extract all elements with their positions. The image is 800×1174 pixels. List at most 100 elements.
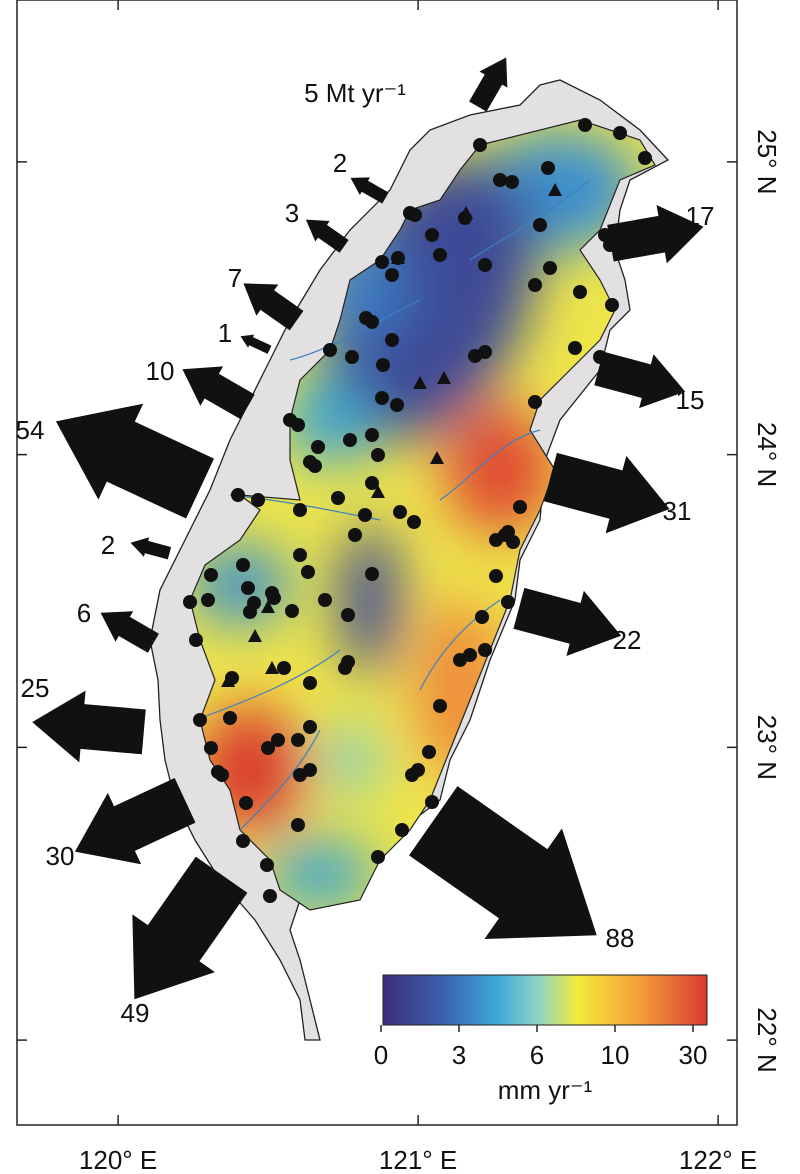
- flux-label: 6: [77, 598, 91, 628]
- station: [422, 745, 436, 759]
- colorbar-tick-label: 10: [601, 1040, 630, 1070]
- station: [183, 595, 197, 609]
- station: [528, 278, 542, 292]
- station: [239, 796, 253, 810]
- station: [568, 341, 582, 355]
- station: [543, 261, 557, 275]
- station: [271, 733, 285, 747]
- station-triangle: [265, 661, 279, 674]
- river: [289, 299, 421, 361]
- flux-label: 7: [228, 263, 242, 293]
- station: [303, 720, 317, 734]
- station: [348, 528, 362, 542]
- station: [291, 418, 305, 432]
- station: [323, 343, 337, 357]
- station-triangle: [391, 251, 405, 264]
- station: [236, 558, 250, 572]
- station: [528, 395, 542, 409]
- station: [193, 713, 207, 727]
- colorbar: [382, 974, 708, 1026]
- station: [473, 138, 487, 152]
- lat-label: 25° N: [752, 129, 782, 194]
- station: [638, 151, 652, 165]
- station: [241, 581, 255, 595]
- station: [345, 350, 359, 364]
- station: [478, 345, 492, 359]
- station: [285, 604, 299, 618]
- flux-arrow: [350, 177, 389, 204]
- station: [478, 643, 492, 657]
- flux-label: 17: [686, 201, 715, 231]
- station: [291, 818, 305, 832]
- station-triangle: [413, 376, 427, 389]
- station: [251, 493, 265, 507]
- station: [613, 126, 627, 140]
- station: [291, 733, 305, 747]
- station: [375, 391, 389, 405]
- flux-label: 2: [333, 148, 347, 178]
- station: [331, 491, 345, 505]
- flux-arrow: [243, 283, 304, 331]
- colorbar-tick-label: 30: [679, 1040, 708, 1070]
- lat-label: 24° N: [752, 422, 782, 487]
- station: [395, 823, 409, 837]
- station: [478, 258, 492, 272]
- flux-label: 15: [676, 385, 705, 415]
- station: [375, 255, 389, 269]
- station: [371, 850, 385, 864]
- colorbar-tick-label: 3: [452, 1040, 466, 1070]
- flux-arrow: [74, 777, 196, 865]
- station: [371, 448, 385, 462]
- station: [247, 596, 261, 610]
- station: [376, 358, 390, 372]
- station: [303, 763, 317, 777]
- station-triangle: [261, 600, 275, 613]
- station: [505, 175, 519, 189]
- station: [403, 206, 417, 220]
- flux-label: 88: [606, 923, 635, 953]
- station: [393, 505, 407, 519]
- station: [390, 398, 404, 412]
- station-triangle: [437, 371, 451, 384]
- flux-arrow: [409, 786, 597, 940]
- station: [411, 763, 425, 777]
- station: [493, 173, 507, 187]
- station: [215, 768, 229, 782]
- stations: [183, 118, 652, 903]
- station: [263, 889, 277, 903]
- station: [358, 508, 372, 522]
- flux-label: 30: [46, 841, 75, 871]
- lat-label: 22° N: [752, 1007, 782, 1072]
- station: [236, 834, 250, 848]
- lat-label: 23° N: [752, 715, 782, 780]
- station: [425, 228, 439, 242]
- flux-arrow: [305, 219, 349, 253]
- station: [407, 515, 421, 529]
- flux-label: 31: [663, 496, 692, 526]
- station: [463, 648, 477, 662]
- station: [433, 248, 447, 262]
- flux-label: 54: [16, 415, 45, 445]
- station: [541, 161, 555, 175]
- river: [194, 649, 341, 721]
- flux-arrows: [32, 57, 704, 1000]
- station: [308, 459, 322, 473]
- station: [311, 440, 325, 454]
- rivers: [194, 179, 591, 831]
- station: [277, 661, 291, 675]
- station: [301, 565, 315, 579]
- station: [501, 595, 515, 609]
- station: [189, 633, 203, 647]
- flux-arrow: [182, 366, 255, 420]
- river: [469, 179, 591, 261]
- station: [223, 711, 237, 725]
- lon-label: 120° E: [79, 1145, 157, 1174]
- flux-arrow: [607, 204, 704, 264]
- station: [204, 568, 218, 582]
- flux-arrow: [132, 856, 248, 1000]
- station: [201, 593, 215, 607]
- basin-outline: [189, 119, 656, 911]
- station: [267, 591, 281, 605]
- station: [578, 118, 592, 132]
